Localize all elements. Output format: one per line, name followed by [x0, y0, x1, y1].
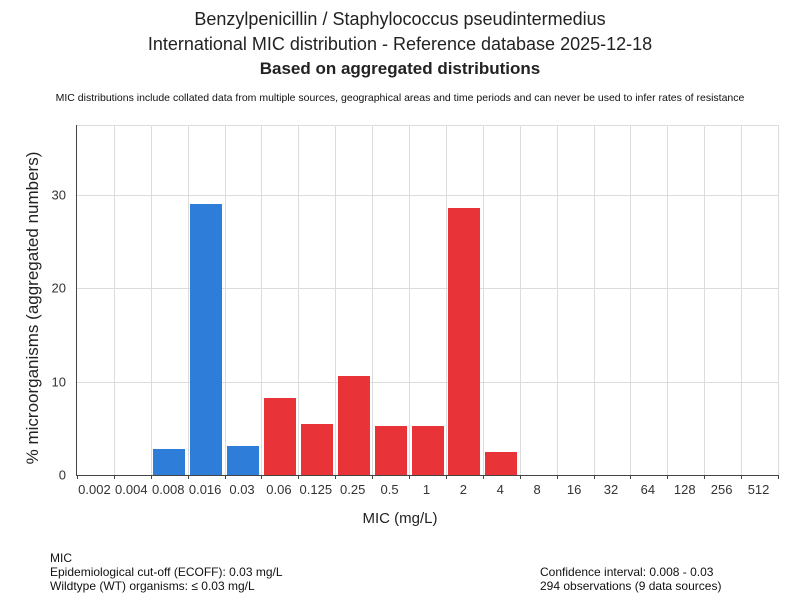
- x-axis-tick: [741, 475, 743, 479]
- x-tick-label-0.002: 0.002: [78, 482, 111, 497]
- gridline-horizontal: [77, 288, 778, 290]
- gridline-vertical: [335, 125, 337, 475]
- footer-ecoff-block: MIC Epidemiological cut-off (ECOFF): 0.0…: [50, 551, 283, 593]
- x-axis-tick: [593, 475, 595, 479]
- gridline-horizontal: [77, 381, 778, 383]
- x-tick-label-4: 4: [496, 482, 504, 497]
- gridline-vertical: [778, 125, 779, 475]
- gridline-vertical: [372, 125, 374, 475]
- gridline-vertical: [113, 125, 115, 475]
- x-axis-tick: [556, 475, 558, 479]
- x-axis-tick: [778, 475, 779, 479]
- x-tick-label-0.016: 0.016: [188, 482, 222, 497]
- bar-0.03[interactable]: [227, 446, 260, 475]
- x-tick-label-512: 512: [747, 482, 770, 497]
- gridline-vertical: [593, 125, 595, 475]
- footer-wildtype-line: Wildtype (WT) organisms: ≤ 0.03 mg/L: [50, 579, 255, 593]
- x-tick-label-0.06: 0.06: [266, 482, 292, 497]
- bar-0.125[interactable]: [300, 423, 333, 475]
- y-tick-label-30: 30: [51, 187, 66, 203]
- footer-ecoff-line: Epidemiological cut-off (ECOFF): 0.03 mg…: [50, 565, 283, 579]
- x-axis-tick-labels: 0.002 0.004 0.008 0.016 0.03 0.06 0.125 0.25 0.5…: [76, 482, 777, 500]
- x-axis-tick: [519, 475, 521, 479]
- y-tick-label-10: 10: [51, 374, 66, 390]
- x-tick-label-0.008: 0.008: [151, 482, 185, 497]
- gridline-vertical: [298, 125, 300, 475]
- x-tick-label-2: 2: [459, 482, 468, 497]
- y-tick-label-0: 0: [58, 467, 66, 483]
- y-axis-tick-labels: 0 10 20 30: [36, 125, 66, 483]
- gridline-vertical: [150, 125, 152, 475]
- chart-disclaimer: MIC distributions include collated data …: [55, 92, 745, 104]
- bar-0.25[interactable]: [337, 376, 370, 475]
- x-axis-tick: [409, 475, 411, 479]
- bar-2[interactable]: [448, 208, 481, 475]
- x-axis-tick: [372, 475, 374, 479]
- gridline-vertical: [667, 125, 669, 475]
- gridline-vertical: [445, 125, 447, 475]
- x-tick-label-64: 64: [640, 482, 656, 497]
- footer-mic-heading: MIC: [50, 551, 72, 565]
- bar-0.5[interactable]: [374, 426, 407, 475]
- x-tick-label-256: 256: [710, 482, 733, 497]
- x-tick-label-128: 128: [673, 482, 696, 497]
- footer-observations: 294 observations (9 data sources): [540, 579, 722, 593]
- gridline-vertical: [519, 125, 521, 475]
- x-tick-label-1: 1: [422, 482, 431, 497]
- footer-confidence-interval: Confidence interval: 0.008 - 0.03: [540, 565, 714, 579]
- x-axis-tick: [482, 475, 484, 479]
- gridline-vertical: [224, 125, 226, 475]
- chart-subtitle: International MIC distribution - Referen…: [147, 34, 653, 54]
- x-tick-label-0.5: 0.5: [380, 482, 399, 497]
- x-axis-tick: [704, 475, 706, 479]
- x-tick-label-0.004: 0.004: [115, 482, 148, 497]
- x-axis-tick: [150, 475, 152, 479]
- gridline-vertical: [741, 125, 743, 475]
- gridline-vertical: [482, 125, 484, 475]
- bar-0.06[interactable]: [263, 397, 296, 475]
- x-tick-label-0.03: 0.03: [229, 482, 255, 497]
- x-axis-title: MIC (mg/L): [362, 510, 438, 527]
- x-tick-label-32: 32: [603, 482, 619, 497]
- x-axis-tick: [630, 475, 632, 479]
- gridline-vertical: [630, 125, 632, 475]
- x-axis-tick: [667, 475, 669, 479]
- chart-subtitle-aggregated: Based on aggregated distributions: [259, 59, 541, 78]
- bar-0.016[interactable]: [190, 204, 223, 475]
- x-axis-tick: [77, 475, 78, 479]
- x-axis-tick: [261, 475, 263, 479]
- chart-title: Benzylpenicillin / Staphylococcus pseudi…: [194, 9, 606, 29]
- y-tick-label-20: 20: [51, 280, 66, 296]
- x-axis-tick: [445, 475, 447, 479]
- x-tick-label-0.125: 0.125: [299, 482, 333, 497]
- gridline-vertical: [187, 125, 189, 475]
- x-axis-tick: [113, 475, 115, 479]
- x-axis-tick: [224, 475, 226, 479]
- bar-0.008[interactable]: [153, 448, 186, 475]
- gridline-vertical: [556, 125, 558, 475]
- footer-stats-block: Confidence interval: 0.008 - 0.03 294 ob…: [540, 565, 721, 593]
- x-tick-label-16: 16: [566, 482, 582, 497]
- x-tick-label-8: 8: [533, 482, 541, 497]
- gridline-vertical: [704, 125, 706, 475]
- gridline-horizontal: [77, 195, 778, 196]
- x-axis-tick: [298, 475, 300, 479]
- x-axis-tick: [335, 475, 337, 479]
- plot-area: [76, 125, 779, 479]
- gridline-vertical: [409, 125, 411, 475]
- bar-1[interactable]: [411, 426, 444, 475]
- gridline-vertical: [261, 125, 263, 475]
- x-tick-label-0.25: 0.25: [340, 482, 366, 497]
- x-axis-tick: [187, 475, 189, 479]
- bar-4[interactable]: [485, 451, 518, 475]
- gridline-horizontal: [77, 125, 778, 126]
